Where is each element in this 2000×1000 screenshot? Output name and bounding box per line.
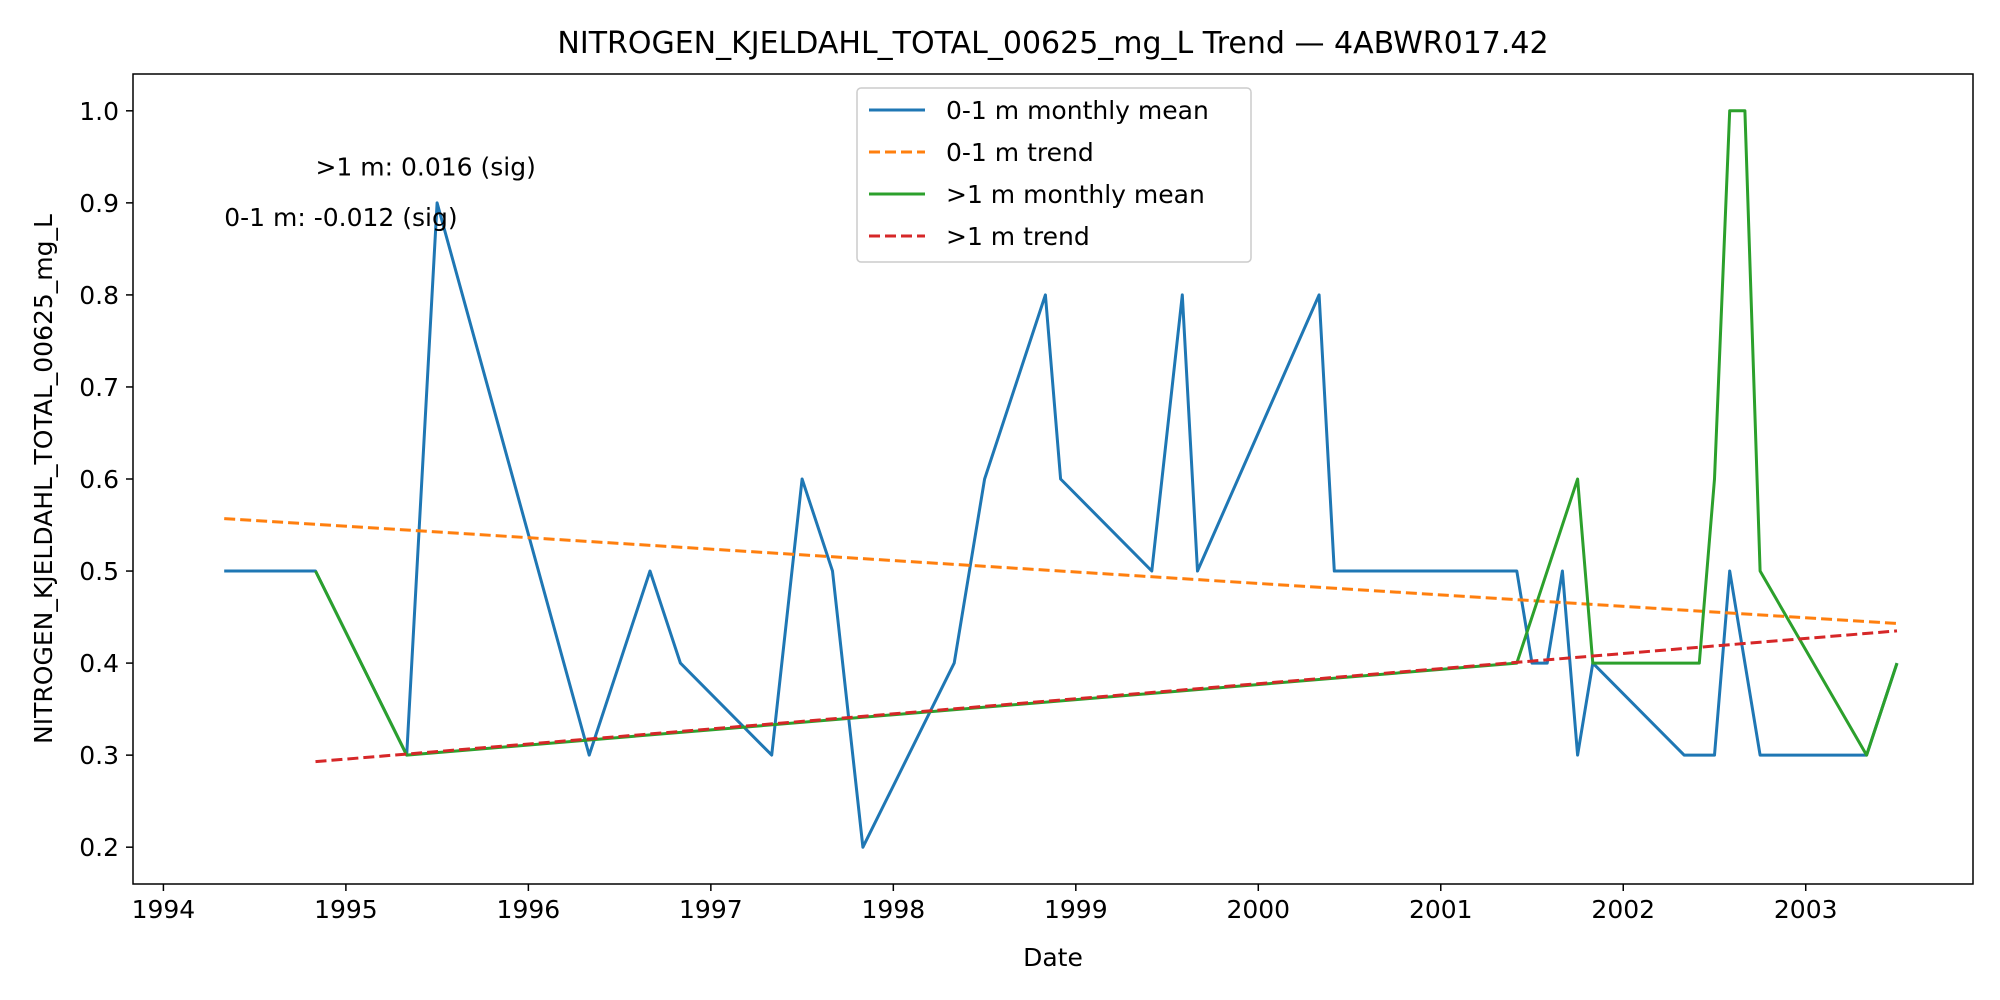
x-tick-label: 2003 — [1774, 895, 1838, 924]
annotations: >1 m: 0.016 (sig) 0-1 m: -0.012 (sig) — [224, 152, 536, 232]
chart-title: NITROGEN_KJELDAHL_TOTAL_00625_mg_L Trend… — [557, 26, 1548, 61]
legend-label: 0-1 m trend — [946, 138, 1094, 167]
y-tick-label: 0.8 — [79, 281, 119, 310]
trend-annotation: >1 m: 0.016 (sig) — [315, 152, 535, 181]
x-tick-label: 2000 — [1226, 895, 1290, 924]
y-tick-label: 0.5 — [79, 557, 119, 586]
y-axis: 0.2 0.3 0.4 0.5 0.6 0.7 0.8 0.9 1.0 — [79, 97, 133, 862]
axes-frame — [132, 73, 1974, 885]
x-axis-label: Date — [1023, 943, 1083, 972]
x-tick-label: 1997 — [679, 895, 743, 924]
x-tick-label: 1998 — [862, 895, 926, 924]
plot-area — [224, 109, 1899, 849]
x-tick-label: 1996 — [497, 895, 561, 924]
legend-label: >1 m trend — [946, 222, 1090, 251]
y-tick-label: 0.6 — [79, 465, 119, 494]
y-tick-label: 0.9 — [79, 189, 119, 218]
x-tick-label: 1994 — [132, 895, 196, 924]
series-line-1 — [224, 517, 1898, 625]
legend: 0-1 m monthly mean 0-1 m trend >1 m monthl… — [856, 87, 1252, 263]
legend-label: 0-1 m monthly mean — [946, 96, 1209, 125]
legend-label: >1 m monthly mean — [946, 180, 1205, 209]
y-tick-label: 0.2 — [79, 833, 119, 862]
y-axis-label: NITROGEN_KJELDAHL_TOTAL_00625_mg_L — [29, 214, 58, 744]
x-tick-label: 1999 — [1044, 895, 1108, 924]
y-tick-label: 1.0 — [79, 97, 119, 126]
x-tick-label: 2001 — [1409, 895, 1473, 924]
series-line-0 — [224, 201, 1899, 849]
legend-frame — [856, 87, 1252, 263]
x-axis: 1994 1995 1996 1997 1998 1999 2000 2001 2002 2003 — [132, 884, 1838, 924]
series-line-2 — [314, 109, 1899, 757]
x-tick-label: 2002 — [1591, 895, 1655, 924]
trend-annotation: 0-1 m: -0.012 (sig) — [224, 203, 457, 232]
x-tick-label: 1995 — [314, 895, 378, 924]
series-line-3 — [315, 629, 1898, 764]
y-tick-label: 0.4 — [79, 649, 119, 678]
y-tick-label: 0.3 — [79, 741, 119, 770]
y-tick-label: 0.7 — [79, 373, 119, 402]
